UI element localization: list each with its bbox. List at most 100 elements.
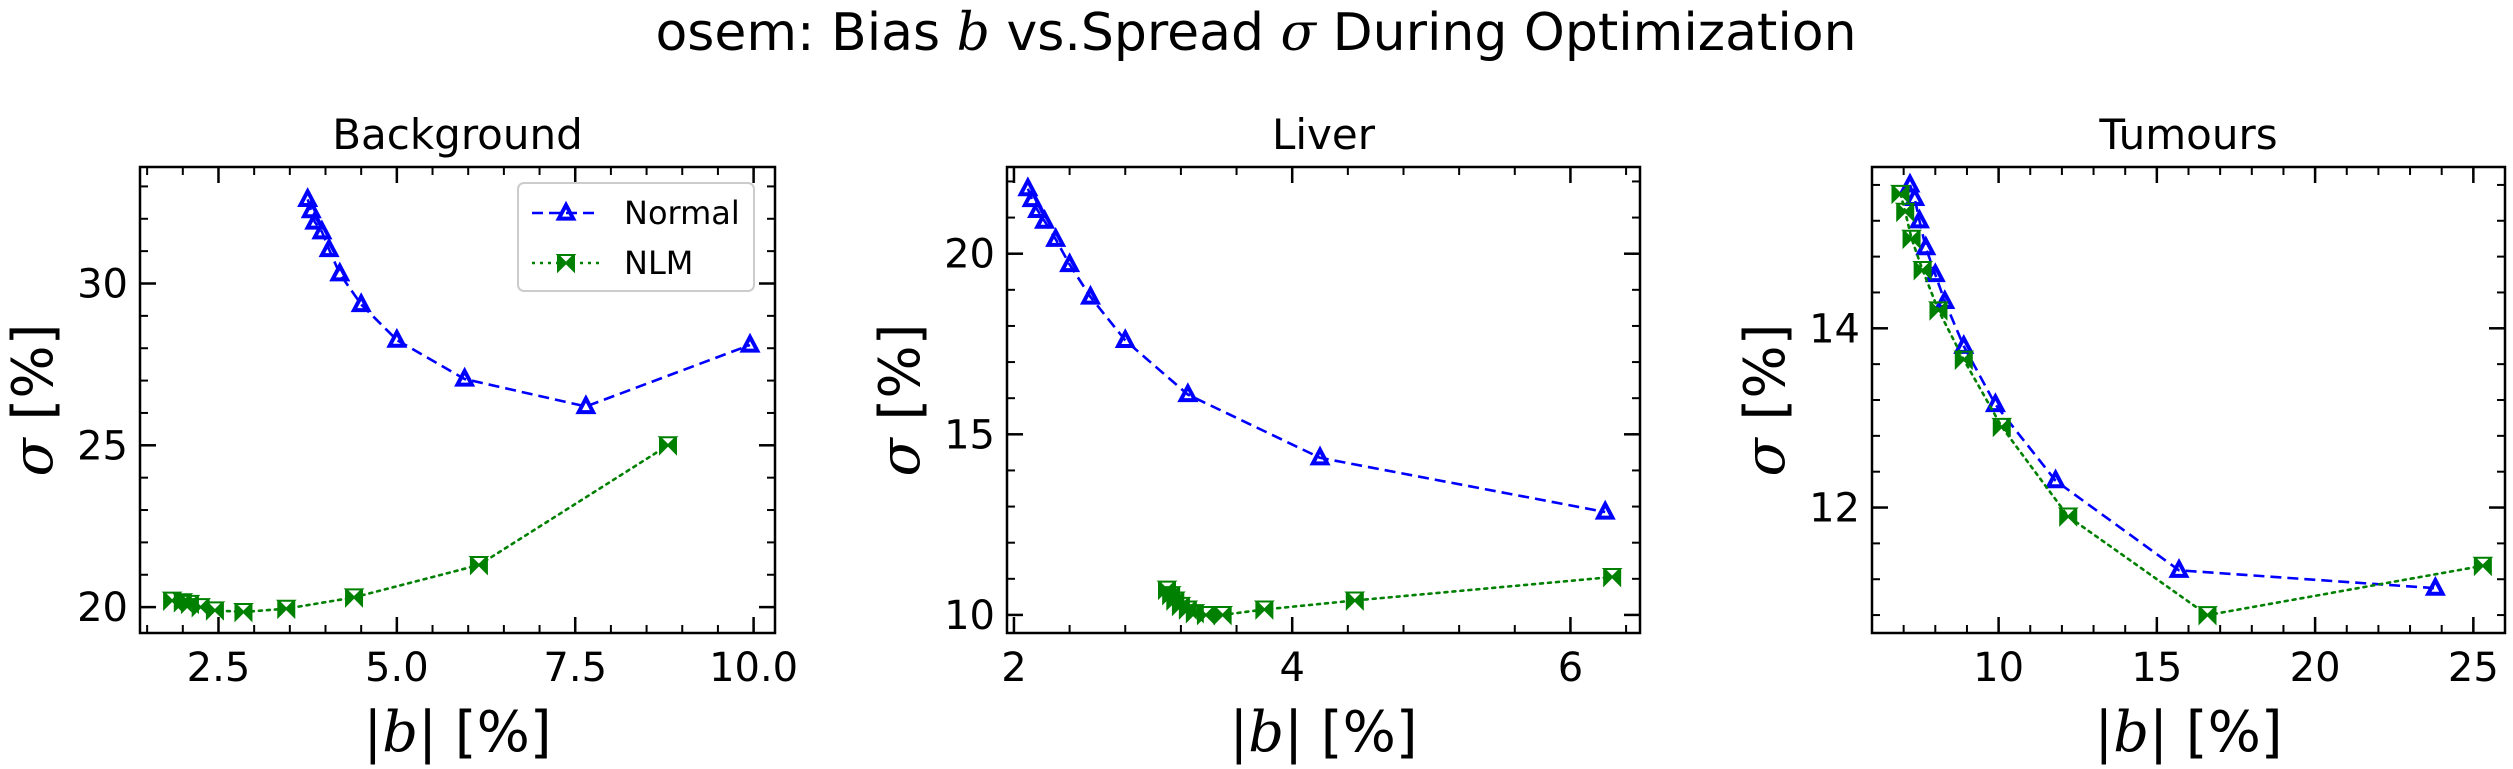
- series-line: [1165, 575, 1614, 617]
- y-axis-label-symbol: σ: [868, 436, 933, 476]
- data-point: [300, 198, 322, 219]
- data-point: [204, 601, 226, 621]
- data-point: [275, 599, 297, 620]
- x-tick-label: 10.0: [709, 645, 798, 691]
- x-axis-label-symbol: b: [382, 700, 418, 765]
- data-point: [2057, 507, 2079, 527]
- y-axis-label-unit: [%]: [1, 324, 66, 439]
- data-point: [1901, 229, 1922, 250]
- series-normal: [297, 187, 761, 415]
- data-point: [343, 588, 365, 608]
- x-axis-label-bar: |: [2094, 700, 2113, 765]
- data-point: [1890, 184, 1911, 205]
- y-tick-label: 30: [77, 262, 128, 308]
- data-point: [1601, 568, 1623, 588]
- panel-title: Background: [332, 110, 583, 159]
- series-normal: [1017, 176, 1616, 520]
- data-point: [304, 209, 326, 230]
- series-nlm: [1156, 568, 1623, 626]
- series-line: [170, 444, 670, 614]
- data-point: [1894, 202, 1916, 223]
- y-tick-label: 15: [944, 412, 995, 458]
- y-axis-label-unit: [%]: [868, 324, 933, 439]
- data-point: [1045, 226, 1067, 247]
- chart-panel-liver: Liver 2 4 6 10 15 20 |b| [%] σ [%]: [868, 110, 1642, 765]
- svg-text:osem: Bias b vs.Spread σ Durin: osem: Bias b vs.Spread σ During Optimiza…: [655, 3, 1856, 63]
- x-axis-label-unit: | [%]: [418, 700, 552, 765]
- data-point: [2424, 575, 2446, 596]
- series-nlm: [161, 436, 679, 623]
- x-tick-label: 2.5: [187, 645, 251, 691]
- x-axis-label: |b| [%]: [2094, 700, 2282, 765]
- y-axis-label-symbol: σ: [1, 436, 66, 476]
- x-axis-label-symbol: b: [1248, 700, 1284, 765]
- legend-marker: [555, 200, 577, 221]
- y-tick-label: 25: [77, 423, 128, 469]
- x-axis-label-unit: | [%]: [1284, 700, 1418, 765]
- data-point: [739, 332, 761, 353]
- data-point: [1904, 186, 1926, 206]
- data-point: [1924, 262, 1946, 283]
- data-point: [1177, 382, 1199, 403]
- data-point: [1984, 392, 2006, 413]
- plot-frame: [1870, 165, 2507, 635]
- legend-entry-nlm: NLM: [532, 244, 693, 282]
- data-point: [1195, 605, 1217, 626]
- x-tick-label: 20: [2290, 645, 2341, 691]
- data-point: [1928, 301, 1949, 321]
- data-point: [329, 261, 351, 282]
- data-point: [1991, 417, 2013, 438]
- x-tick-label: 15: [2131, 645, 2182, 691]
- data-point: [2045, 468, 2067, 489]
- x-tick-label: 7.5: [543, 645, 607, 691]
- x-axis-label: |b| [%]: [1229, 700, 1417, 765]
- y-axis-label: σ [%]: [1, 324, 66, 477]
- data-point: [1021, 187, 1043, 208]
- y-axis-label-symbol: σ: [1733, 436, 1798, 476]
- series-line: [1899, 192, 2485, 617]
- data-point: [1034, 208, 1056, 229]
- data-point: [1594, 499, 1616, 520]
- series-line: [1908, 184, 2436, 590]
- legend-box: [517, 182, 755, 292]
- legend: Normal NLM: [517, 182, 755, 292]
- y-axis-label: σ [%]: [1733, 324, 1798, 477]
- figure-title-suffix: During Optimization: [1316, 3, 1857, 63]
- data-point: [468, 556, 490, 576]
- data-point: [1908, 208, 1930, 229]
- data-point: [386, 327, 408, 348]
- plot-frame: [1005, 165, 1642, 635]
- data-point: [1114, 328, 1136, 348]
- y-tick-label: 10: [944, 593, 995, 639]
- figure-title-middle: vs.Spread: [990, 3, 1281, 63]
- x-axis-label: |b| [%]: [363, 700, 551, 765]
- panel-title: Tumours: [2098, 110, 2277, 159]
- data-point: [1079, 284, 1101, 305]
- panel-title: Liver: [1272, 110, 1376, 159]
- x-axis-label-bar: |: [363, 700, 382, 765]
- data-point: [1912, 261, 1934, 281]
- chart-panel-background: Background 2.5 5.0 7.5 10.0 20 25 30 |b| [%] σ [%…: [1, 110, 798, 765]
- data-point: [1059, 252, 1081, 273]
- x-tick-label: 5.0: [365, 645, 429, 691]
- x-axis-label-unit: | [%]: [2149, 700, 2283, 765]
- chart-panel-tumours: Tumours 10 15 20 25 12 14 |b| [%] σ [%]: [1733, 110, 2507, 765]
- series-normal: [1899, 172, 2446, 596]
- y-tick-label: 14: [1809, 306, 1860, 352]
- data-point: [1915, 235, 1937, 256]
- data-point: [2472, 556, 2494, 577]
- data-point: [1253, 600, 1275, 620]
- y-tick-label: 12: [1809, 486, 1860, 532]
- data-point: [350, 292, 372, 313]
- data-point: [1344, 591, 1366, 611]
- data-point: [1953, 350, 1975, 371]
- legend-entry-normal: Normal: [532, 194, 740, 232]
- data-point: [1027, 198, 1049, 218]
- data-point: [1309, 445, 1331, 466]
- legend-label: NLM: [624, 244, 693, 282]
- legend-label: Normal: [624, 194, 740, 232]
- x-tick-label: 6: [1558, 645, 1583, 691]
- data-point: [1899, 172, 1921, 193]
- data-point: [1212, 605, 1234, 626]
